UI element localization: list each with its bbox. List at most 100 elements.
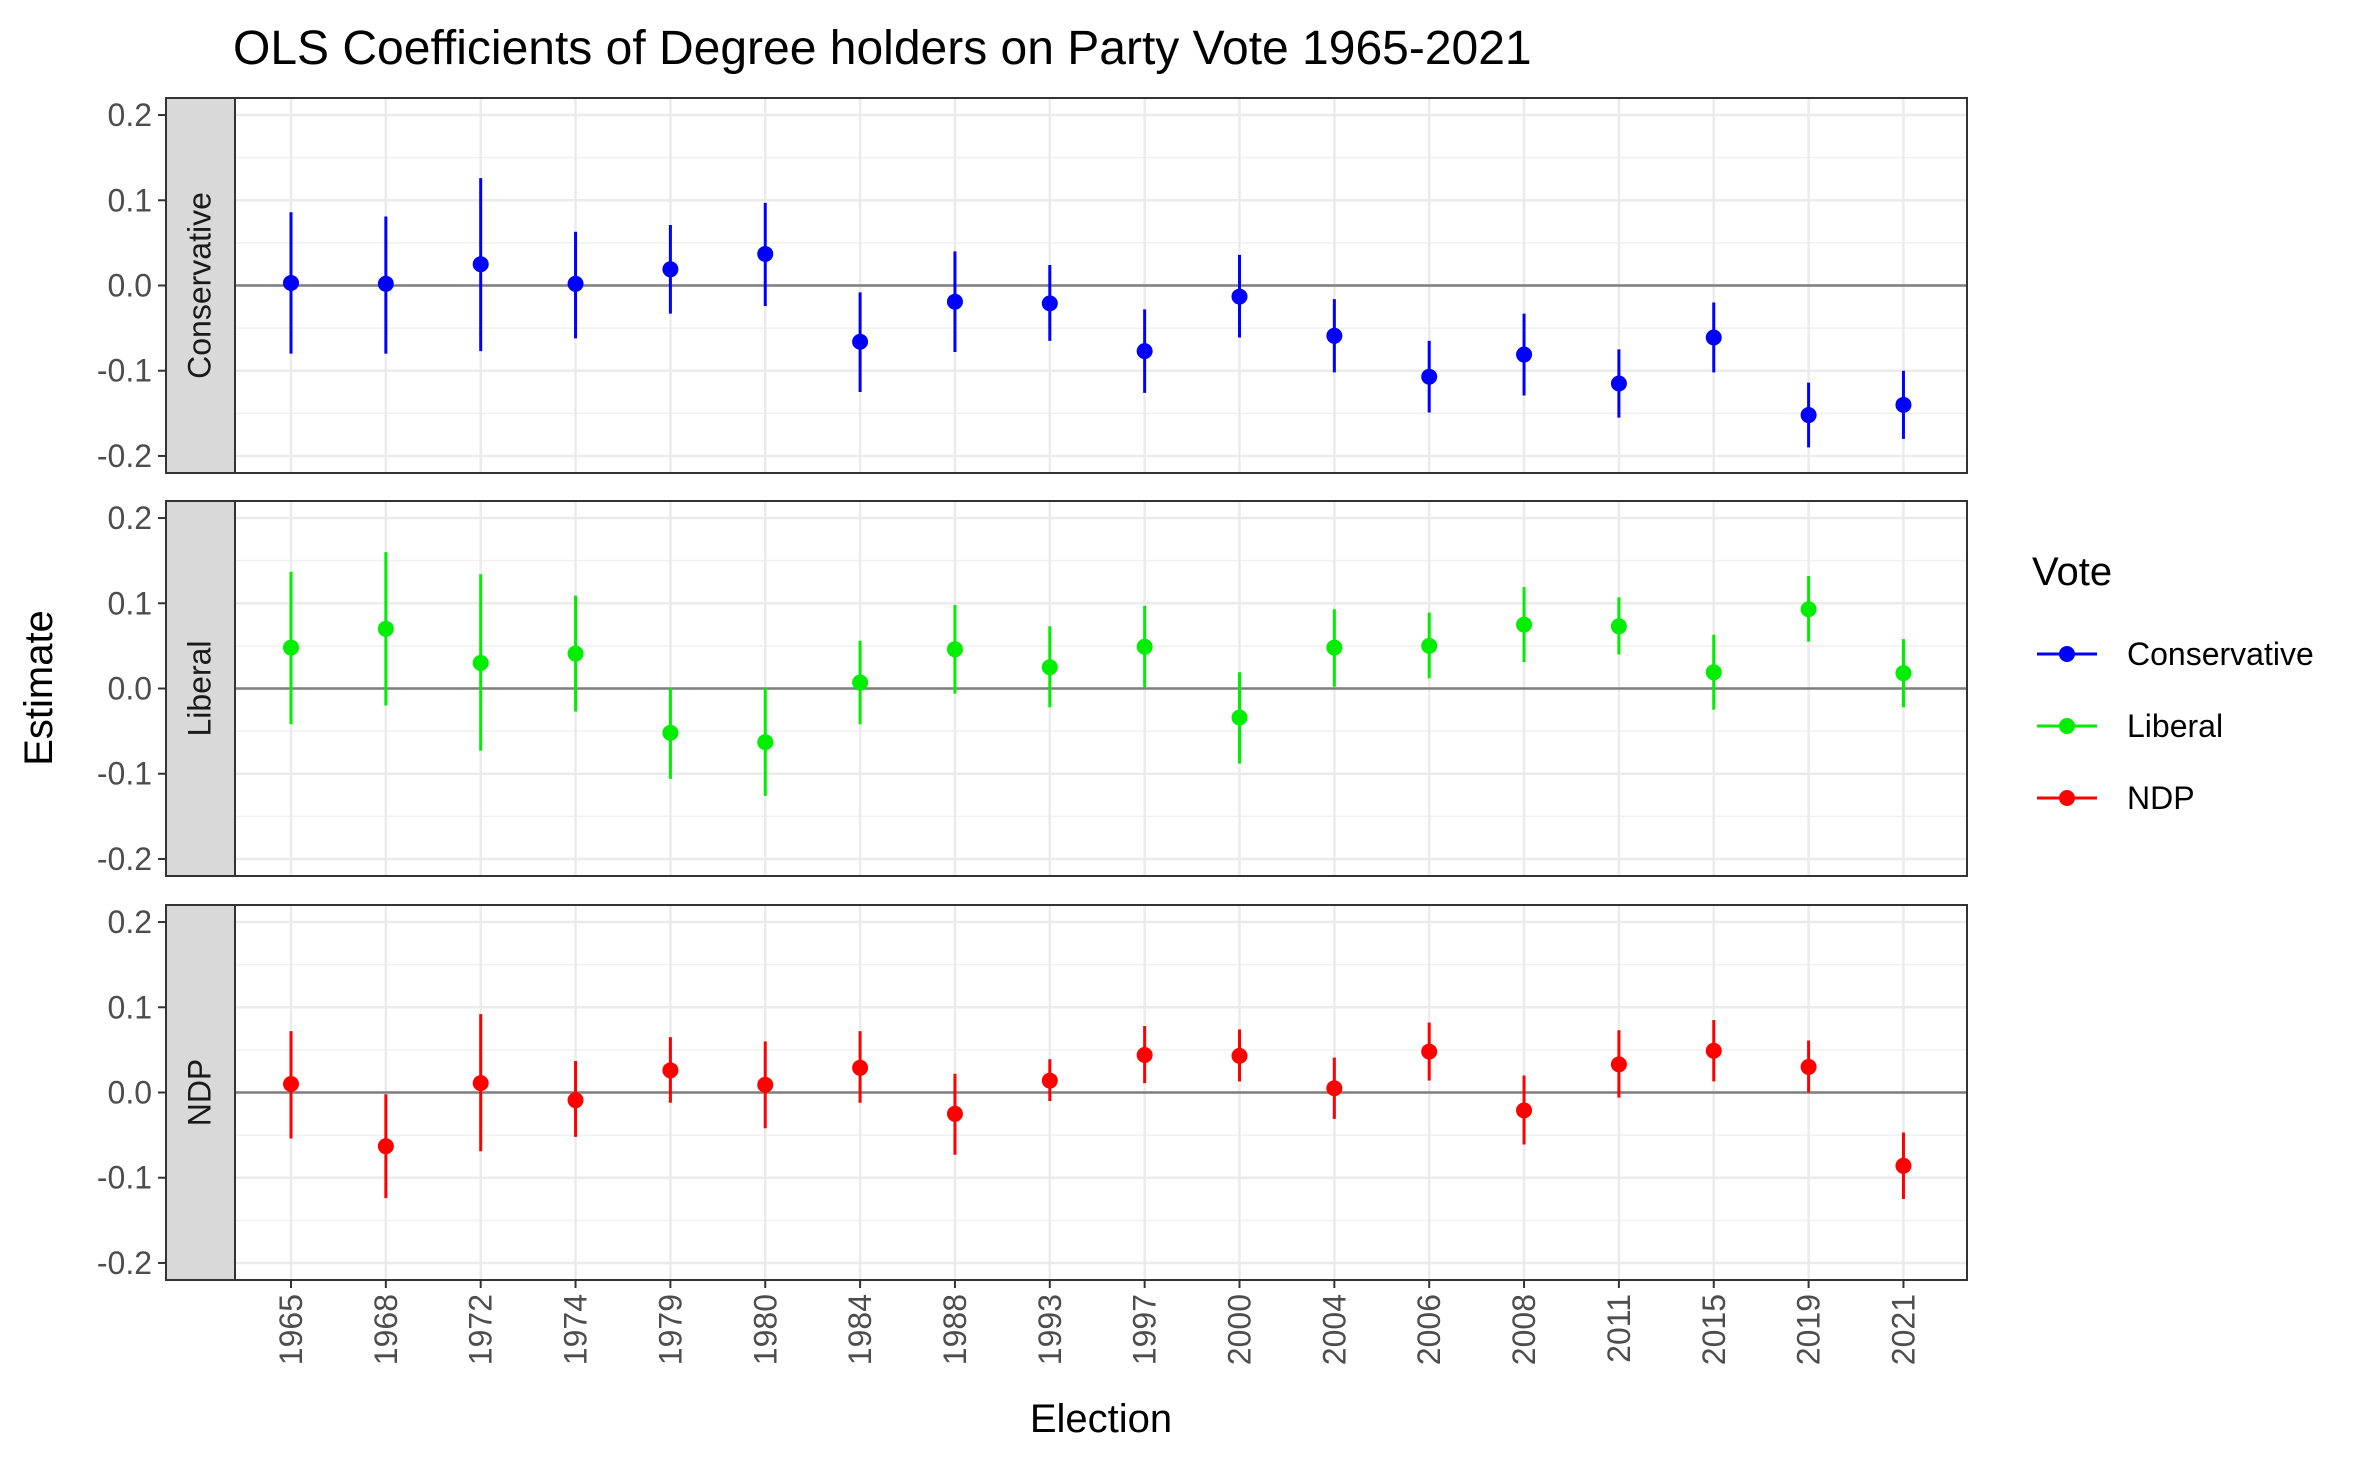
legend-label: Liberal <box>2127 708 2223 744</box>
data-point-ndp-1974 <box>567 1092 584 1109</box>
data-point-liberal-2011 <box>1610 618 1627 635</box>
data-point-liberal-1993 <box>1041 659 1058 676</box>
data-point-conservative-1972 <box>472 256 489 273</box>
x-tick-label: 2021 <box>1885 1294 1921 1365</box>
data-point-conservative-1984 <box>852 333 869 350</box>
y-tick-label: 0.0 <box>108 671 152 707</box>
data-point-liberal-2004 <box>1326 639 1343 656</box>
legend-title: Vote <box>2032 550 2112 594</box>
y-tick-label: 0.1 <box>108 989 152 1025</box>
facet-panel-liberal: Liberal -0.2 -0.1 0.0 0.1 0.2 <box>97 500 1968 877</box>
x-tick-label: 1968 <box>368 1294 404 1365</box>
data-point-liberal-1979 <box>662 724 679 741</box>
x-tick-label: 1980 <box>747 1294 783 1365</box>
legend-items: Conservative Liberal NDP <box>2037 636 2314 816</box>
legend-key-point <box>2059 646 2075 662</box>
y-tick-label: -0.1 <box>97 353 152 389</box>
legend-label: NDP <box>2127 780 2195 816</box>
data-point-ndp-2000 <box>1231 1047 1248 1064</box>
y-tick-label: -0.2 <box>97 1245 152 1281</box>
x-tick-label: 2000 <box>1222 1294 1258 1365</box>
facet-panels: Conservative -0.2 -0.1 0.0 0.1 0.2 Liberal -0.2… <box>97 97 1968 1281</box>
data-point-conservative-2000 <box>1231 288 1248 305</box>
facet-panel-ndp: NDP -0.2 -0.1 0.0 0.1 0.2 <box>97 904 1968 1281</box>
data-point-conservative-1979 <box>662 261 679 278</box>
x-tick-label: 1979 <box>652 1294 688 1365</box>
data-point-conservative-1974 <box>567 275 584 292</box>
data-point-ndp-2008 <box>1516 1102 1533 1119</box>
y-tick-label: 0.0 <box>108 268 152 304</box>
legend-item-ndp: NDP <box>2037 780 2195 816</box>
data-point-liberal-2006 <box>1421 637 1438 654</box>
facet-strip <box>165 904 236 1281</box>
facet-panel-conservative: Conservative -0.2 -0.1 0.0 0.1 0.2 <box>97 97 1968 474</box>
data-point-ndp-1993 <box>1041 1072 1058 1089</box>
data-point-conservative-2019 <box>1800 407 1817 424</box>
x-tick-label: 2008 <box>1506 1294 1542 1365</box>
y-tick-label: 0.2 <box>108 500 152 536</box>
x-tick-label: 2006 <box>1411 1294 1447 1365</box>
legend-key-point <box>2059 790 2075 806</box>
legend-item-liberal: Liberal <box>2037 708 2223 744</box>
x-tick-label: 1997 <box>1127 1294 1163 1365</box>
data-point-ndp-2019 <box>1800 1058 1817 1075</box>
data-point-liberal-1972 <box>472 654 489 671</box>
x-tick-label: 2004 <box>1316 1294 1352 1365</box>
x-tick-label: 1984 <box>842 1294 878 1365</box>
x-tick-label: 1974 <box>558 1294 594 1365</box>
data-point-liberal-2015 <box>1705 664 1722 681</box>
y-tick-label: 0.0 <box>108 1075 152 1111</box>
data-point-conservative-2011 <box>1610 375 1627 392</box>
data-point-ndp-1997 <box>1136 1047 1153 1063</box>
y-tick-label: 0.1 <box>108 182 152 218</box>
data-point-conservative-2021 <box>1895 396 1912 413</box>
data-point-ndp-2021 <box>1895 1157 1912 1174</box>
x-tick-label: 2011 <box>1601 1294 1637 1363</box>
data-point-ndp-2015 <box>1705 1042 1722 1059</box>
data-point-liberal-2000 <box>1231 709 1248 726</box>
data-point-conservative-2004 <box>1326 327 1343 344</box>
data-point-liberal-1974 <box>567 645 584 662</box>
data-point-conservative-2008 <box>1516 346 1533 363</box>
data-point-ndp-1968 <box>377 1138 394 1155</box>
y-tick-label: -0.1 <box>97 1160 152 1196</box>
facet-strip-label: Conservative <box>182 192 218 379</box>
legend-key-point <box>2059 718 2075 734</box>
data-point-conservative-1980 <box>757 245 774 262</box>
y-tick-label: 0.2 <box>108 97 152 133</box>
chart-title: OLS Coefficients of Degree holders on Pa… <box>233 22 1532 75</box>
legend-item-conservative: Conservative <box>2037 636 2314 672</box>
facet-strip <box>165 97 236 474</box>
facet-strip-label: Liberal <box>182 640 218 736</box>
data-point-conservative-1988 <box>946 293 963 310</box>
data-point-ndp-2004 <box>1326 1080 1343 1097</box>
x-tick-label: 2019 <box>1791 1294 1827 1365</box>
legend-label: Conservative <box>2127 636 2314 672</box>
data-point-liberal-2021 <box>1895 665 1912 682</box>
data-point-ndp-1988 <box>946 1105 963 1122</box>
data-point-conservative-1965 <box>283 274 299 291</box>
y-tick-label: 0.1 <box>108 585 152 621</box>
data-point-conservative-2015 <box>1705 329 1722 346</box>
data-point-ndp-1980 <box>757 1076 774 1093</box>
data-point-liberal-2008 <box>1516 616 1533 633</box>
x-axis-title: Election <box>1030 1397 1172 1441</box>
data-point-ndp-1965 <box>283 1075 299 1092</box>
data-point-liberal-1984 <box>852 674 869 691</box>
data-point-liberal-1980 <box>757 734 774 751</box>
x-tick-label: 1988 <box>937 1294 973 1365</box>
y-tick-label: 0.2 <box>108 904 152 940</box>
data-point-liberal-1968 <box>377 620 394 637</box>
data-point-conservative-1968 <box>377 275 394 292</box>
x-tick-label: 2015 <box>1696 1294 1732 1365</box>
data-point-liberal-1997 <box>1136 638 1153 655</box>
x-tick-label: 1993 <box>1032 1294 1068 1365</box>
y-tick-label: -0.2 <box>97 438 152 474</box>
data-point-ndp-2011 <box>1610 1056 1627 1073</box>
data-point-ndp-1984 <box>852 1059 869 1076</box>
y-tick-label: -0.2 <box>97 841 152 877</box>
x-axis: 1965 1968 1972 1974 1979 1980 1984 1988 1993 1997… <box>273 1280 1921 1365</box>
data-point-liberal-1988 <box>946 641 963 658</box>
legend: Vote Conservative Liberal NDP <box>2032 550 2314 816</box>
